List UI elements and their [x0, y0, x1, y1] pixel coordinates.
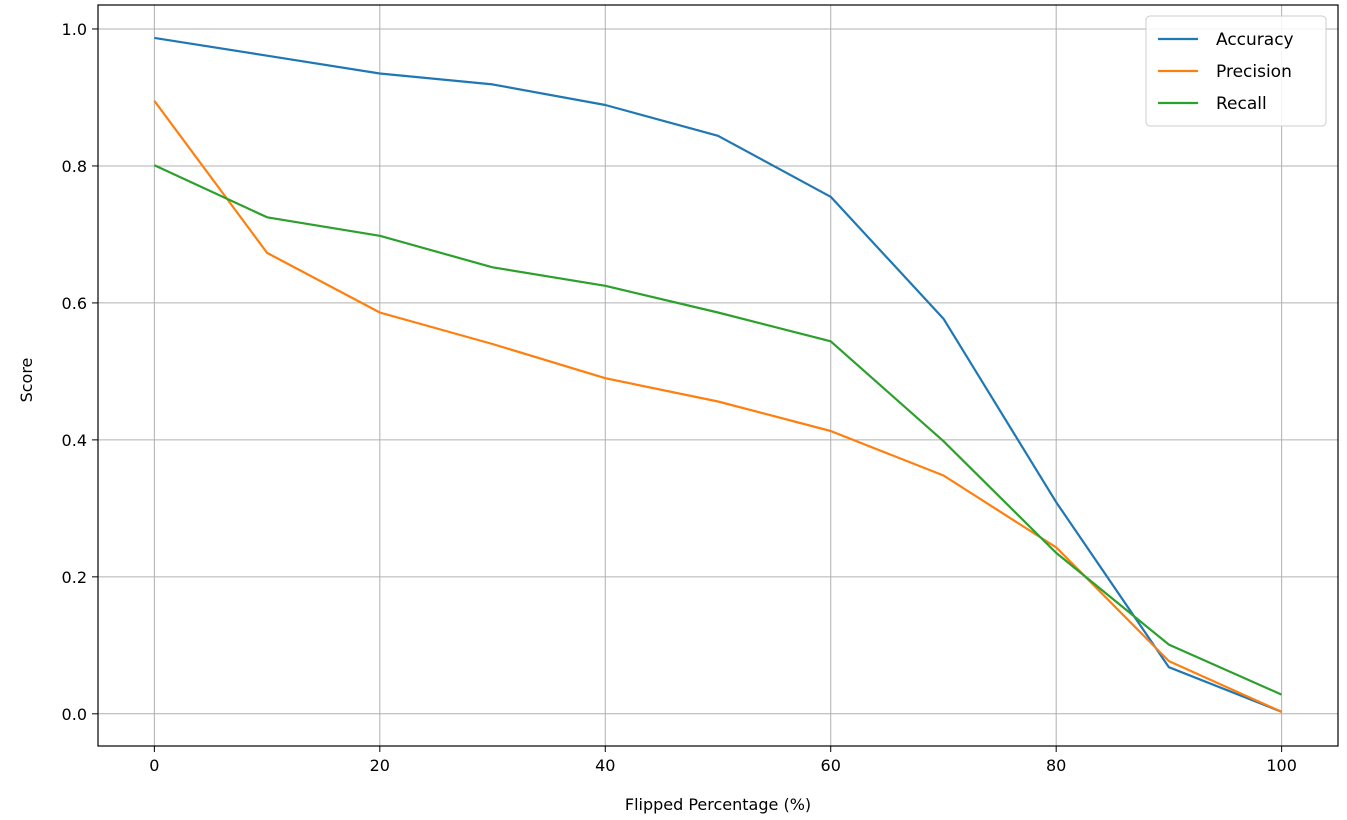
legend: Accuracy Precision Recall: [1145, 15, 1327, 127]
y-axis-label: Score: [17, 358, 36, 403]
x-axis-label: Flipped Percentage (%): [625, 795, 811, 814]
grid-lines: [98, 5, 1338, 746]
x-tick-label: 60: [821, 756, 841, 775]
x-tick-label: 100: [1266, 756, 1297, 775]
y-tick-label: 0.4: [62, 431, 87, 450]
x-tick-label: 40: [595, 756, 615, 775]
y-tick-label: 0.0: [62, 705, 87, 724]
series-line-accuracy: [154, 36, 1283, 713]
series-lines: [153, 36, 1283, 713]
y-tick-label: 0.8: [62, 157, 87, 176]
y-tick-label: 0.6: [62, 294, 87, 313]
legend-label-recall: Recall: [1216, 94, 1267, 114]
x-tick-label: 80: [1046, 756, 1066, 775]
legend-label-accuracy: Accuracy: [1216, 30, 1294, 50]
x-tick-label: 0: [149, 756, 159, 775]
x-axis-ticks: 0 20 40 60 80 100: [149, 746, 1297, 775]
legend-frame: [1145, 15, 1327, 127]
series-line-precision: [153, 100, 1283, 713]
y-axis-ticks: 0.0 0.2 0.4 0.6 0.8 1.0: [62, 20, 98, 724]
legend-label-precision: Precision: [1216, 62, 1292, 82]
series-line-recall: [153, 164, 1283, 696]
y-tick-label: 0.2: [62, 568, 87, 587]
plot-frame: [97, 4, 1339, 747]
y-tick-label: 1.0: [62, 20, 87, 39]
x-tick-label: 20: [370, 756, 390, 775]
